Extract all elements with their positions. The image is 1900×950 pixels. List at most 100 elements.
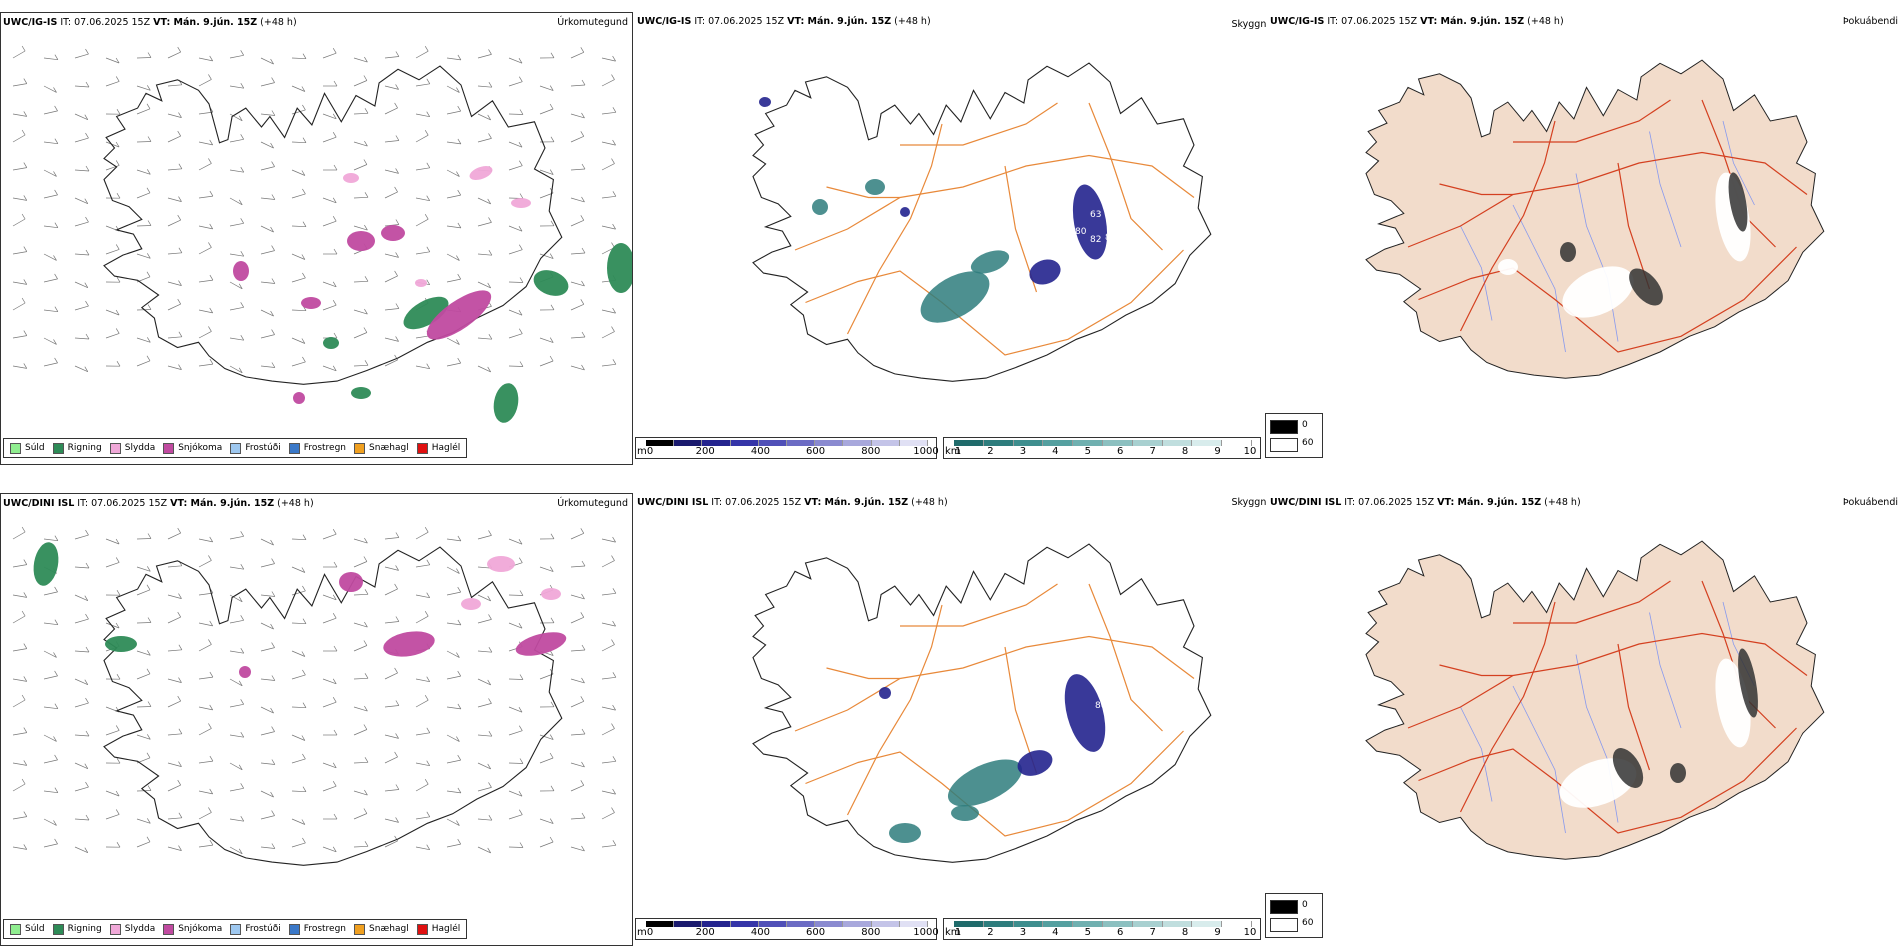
wind-barb-flag: [518, 160, 523, 166]
wind-barb-flag: [456, 339, 460, 345]
wind-barb-flag: [580, 612, 585, 618]
legend-item: Slydda: [109, 923, 155, 935]
wind-barb-flag: [364, 108, 369, 114]
wind-barb-flag: [85, 562, 90, 569]
wind-barb-flag: [84, 679, 89, 685]
wind-barb-flag: [54, 273, 58, 280]
wind-barb-flag: [116, 674, 121, 680]
colorbar-tick-label: 4: [1052, 446, 1059, 457]
wind-barb: [12, 251, 27, 255]
wind-barb-flag: [519, 109, 524, 115]
wind-barb-flag: [177, 46, 182, 53]
panel-title-visibility: Skyggni: [1231, 19, 1267, 30]
snow-area: [381, 225, 405, 241]
wind-barb-flag: [550, 617, 555, 623]
road: [794, 635, 1195, 732]
wind-barb: [229, 138, 244, 143]
wind-barb-flag: [84, 282, 89, 288]
wind-barb: [570, 197, 585, 203]
wind-barb-flag: [301, 819, 306, 825]
wind-barb: [12, 50, 26, 59]
wind-barb-flag: [271, 77, 275, 83]
wind-barb-flag: [363, 808, 368, 814]
wind-barb: [601, 141, 616, 146]
wind-barb: [477, 619, 492, 624]
wind-barb: [136, 253, 151, 259]
colorbar-cell: [815, 921, 844, 927]
wind-barb: [353, 164, 368, 171]
wind-barb-flag: [581, 196, 585, 203]
colorbar-tick-label: 2: [987, 446, 994, 457]
wind-barb: [384, 107, 398, 115]
wind-barb: [384, 191, 398, 199]
wind-barb-flag: [84, 763, 89, 769]
wind-barb: [477, 54, 492, 59]
wind-barb: [291, 193, 306, 199]
wind-barb-flag: [518, 142, 523, 148]
wind-barb: [353, 332, 368, 339]
legend-item: Frostregn: [288, 442, 346, 454]
wind-barb-flag: [426, 844, 431, 850]
river: [1512, 204, 1566, 353]
wind-barb: [12, 531, 26, 540]
wind-barb-flag: [457, 189, 462, 196]
low-ceiling-area: [900, 207, 910, 217]
wind-barb: [167, 762, 182, 767]
wind-barb: [229, 535, 244, 540]
legend-swatch: [109, 442, 121, 454]
wind-barb-flag: [85, 81, 90, 88]
wind-barb-flag: [518, 310, 523, 316]
wind-barb: [353, 80, 368, 87]
wind-barb: [477, 594, 491, 602]
wind-barb: [167, 594, 182, 599]
wind-barb-flag: [611, 807, 615, 813]
wind-barbs: [12, 526, 617, 855]
wind-barb: [415, 732, 430, 736]
wind-barb: [229, 787, 244, 792]
legend-item: Snjókoma: [163, 923, 222, 935]
wind-barb: [291, 622, 307, 625]
wind-barb-flag: [208, 555, 212, 561]
rain-area: [105, 636, 137, 652]
wind-barb: [43, 818, 57, 826]
wind-barb-flag: [612, 359, 617, 365]
wind-barb-flag: [302, 137, 307, 143]
colorbar-cell: [758, 440, 788, 446]
wind-barb-flag: [302, 534, 307, 540]
wind-barb: [43, 253, 57, 261]
wind-barb: [384, 756, 398, 764]
ceiling-value: 16: [1030, 315, 1042, 325]
wind-barb-flag: [394, 102, 398, 109]
wind-barb: [570, 846, 585, 852]
wind-barb: [43, 337, 57, 345]
wind-barb-flag: [549, 650, 554, 656]
wind-barb: [353, 845, 369, 848]
wind-barb: [322, 678, 337, 685]
panel-title-fog: Þokuábendi: [1842, 497, 1898, 508]
colorbar-tick-label: 6: [1117, 446, 1124, 457]
iceland-land: [1365, 540, 1825, 860]
ceiling-value: 28: [1017, 335, 1029, 345]
wind-barb-flag: [238, 848, 243, 854]
wind-barb-flag: [549, 85, 554, 91]
wind-barb: [446, 706, 461, 710]
wind-barb: [415, 783, 429, 792]
wind-barb-flag: [549, 355, 554, 362]
wind-barb-flag: [208, 723, 212, 729]
river: [1649, 612, 1682, 729]
wind-barb-flag: [21, 45, 26, 52]
fog-legend-label: 0: [1302, 900, 1308, 910]
wind-barb: [539, 337, 554, 343]
colorbar-unit: km: [945, 446, 961, 457]
colorbar-cell: [787, 440, 816, 446]
wind-barb-flag: [146, 85, 151, 91]
wind-barb-flag: [84, 595, 89, 601]
wind-barb: [74, 786, 89, 792]
colorbar-tick-label: 1: [954, 446, 962, 457]
wind-barb: [260, 731, 275, 736]
wind-barb-flag: [270, 226, 274, 233]
colorbar-cell: [843, 921, 872, 927]
wind-barb-flag: [394, 751, 398, 758]
wind-barb-flag: [302, 702, 307, 708]
wind-barb-flag: [518, 623, 523, 629]
